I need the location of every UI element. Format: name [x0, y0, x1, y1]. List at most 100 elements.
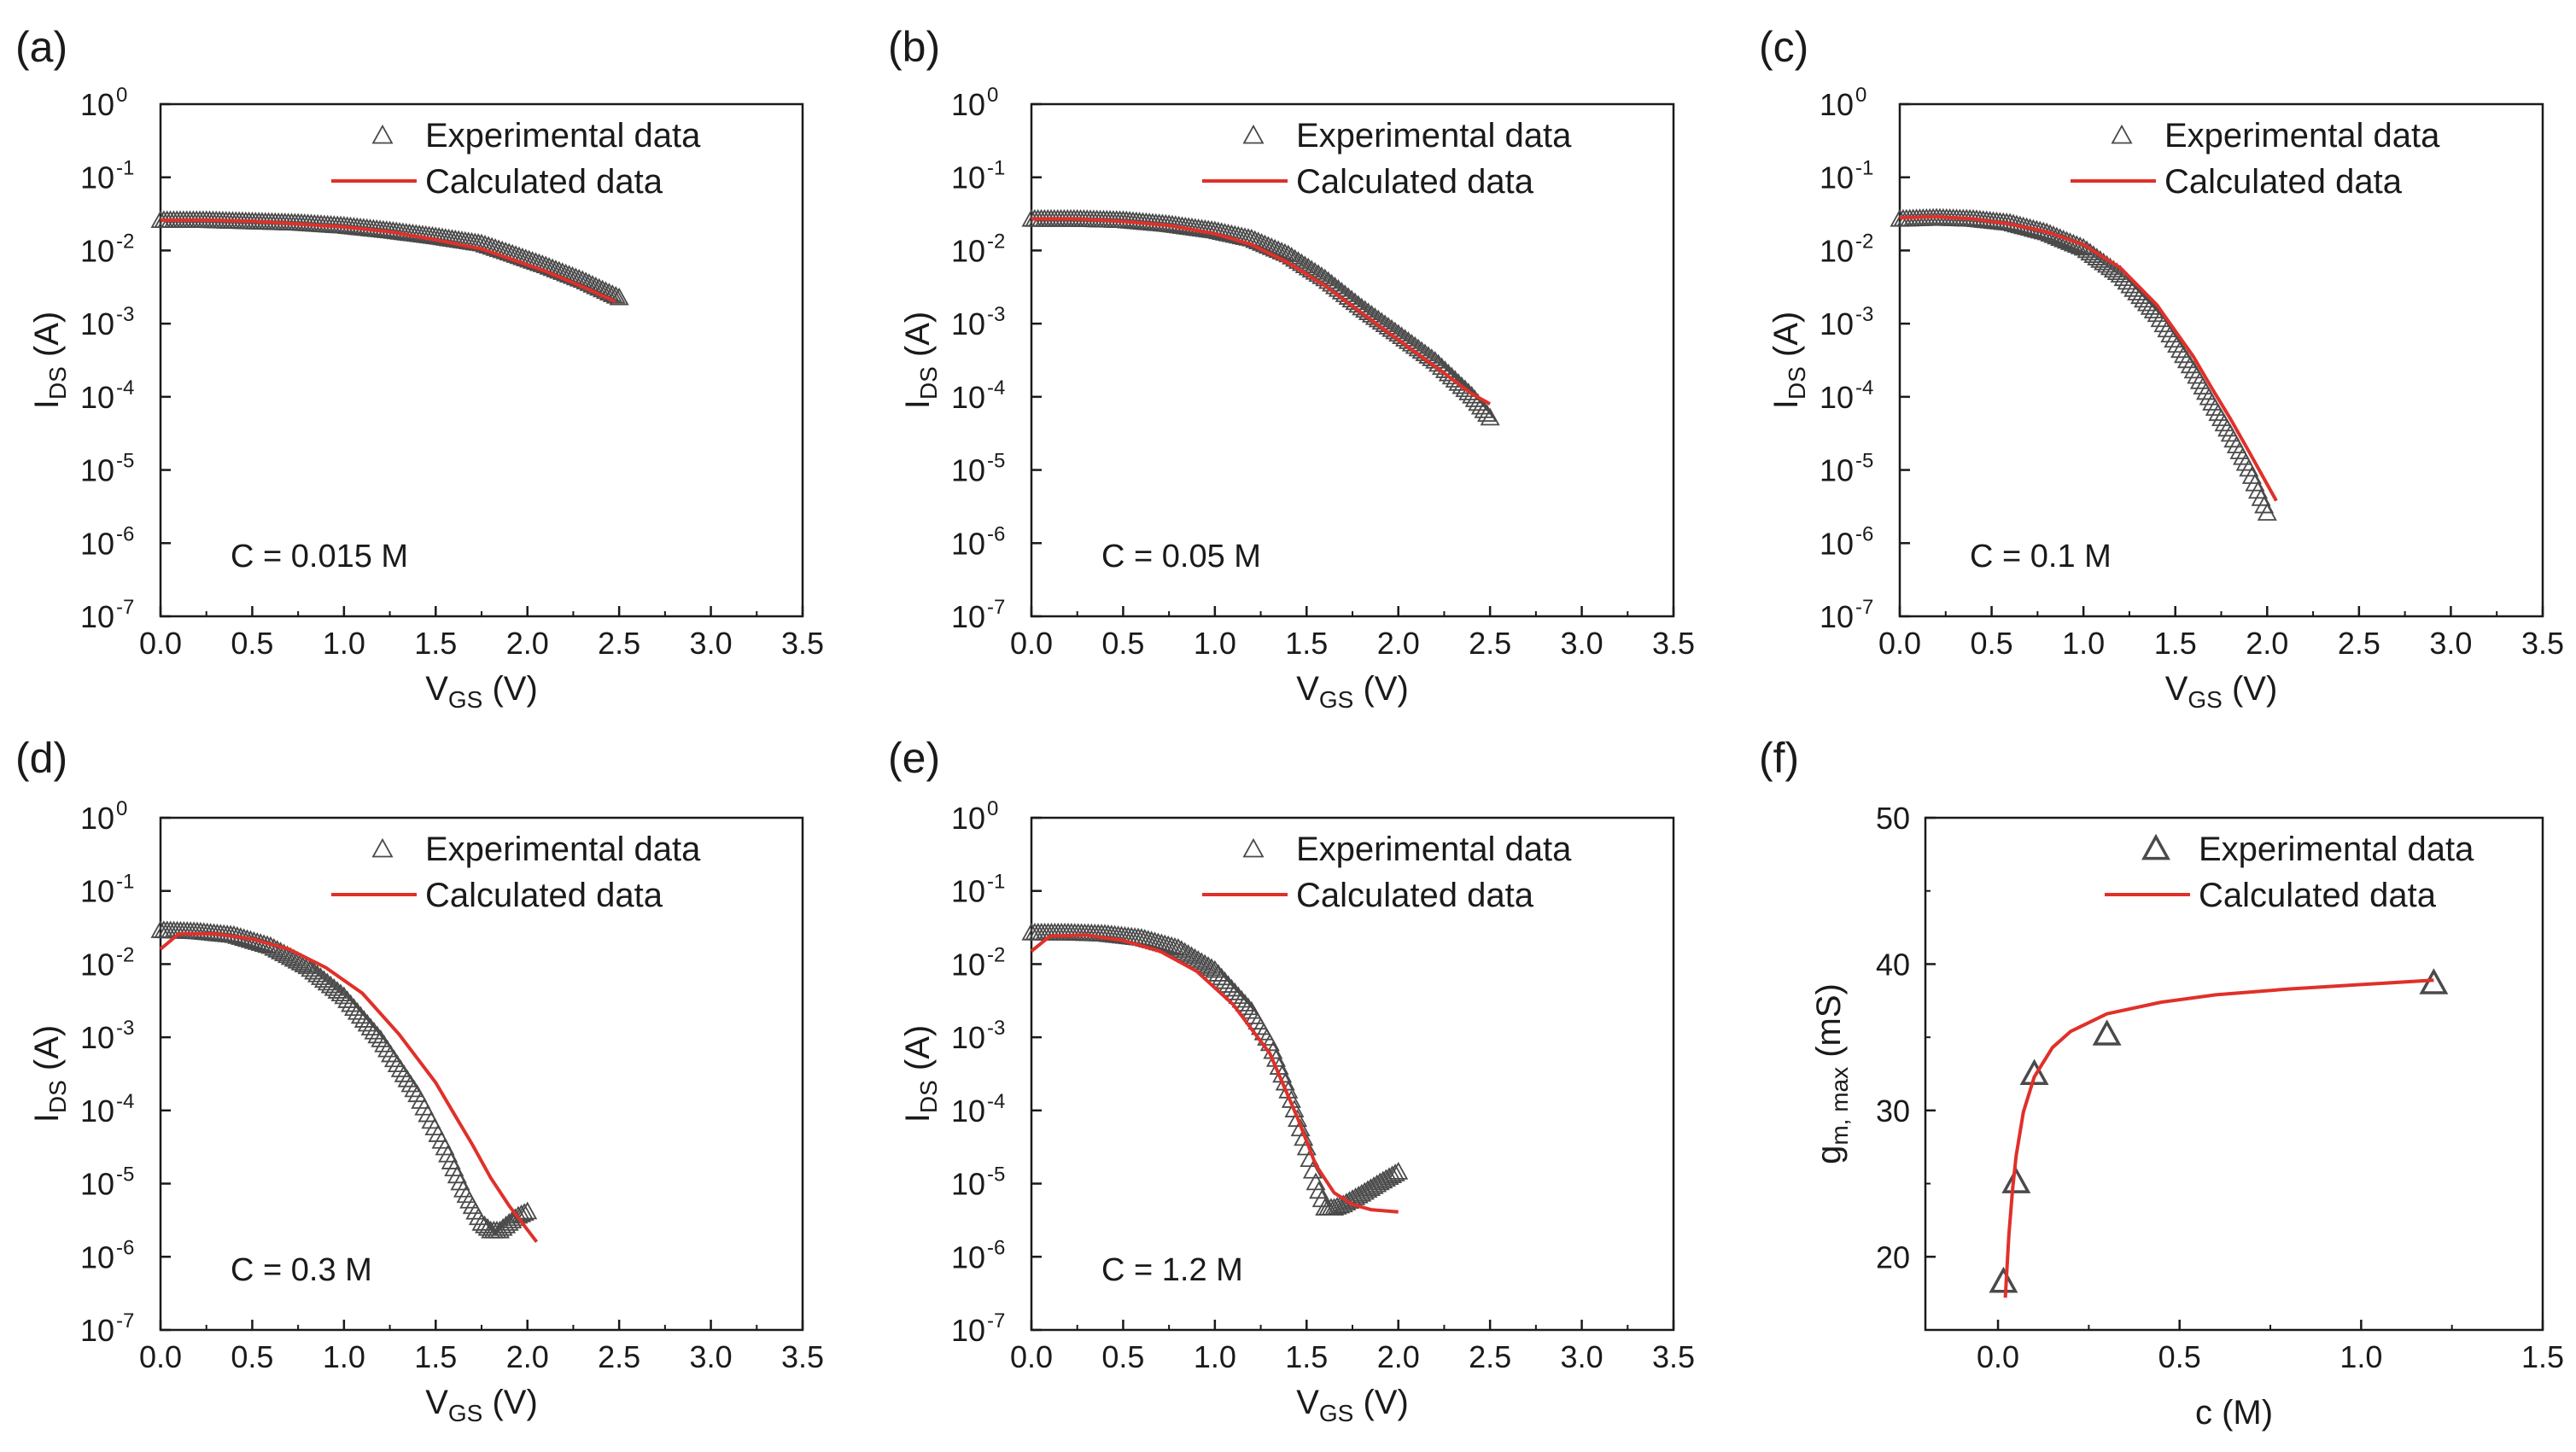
x-tick-label: 0.0: [1977, 1339, 2019, 1374]
y-tick-exponent: -6: [987, 1236, 1005, 1259]
x-axis-title-sub: GS: [1319, 686, 1353, 713]
y-axis-title-sub: DS: [915, 1080, 942, 1113]
y-tick-base: 10: [951, 1313, 985, 1348]
x-axis-title: VGS (V): [1296, 1384, 1409, 1426]
experimental-data-point: [605, 285, 626, 304]
panel-label: (f): [1759, 734, 1799, 782]
y-axis-title: IDS (A): [1767, 312, 1810, 409]
calculated-data-line: [1031, 217, 1492, 405]
experimental-data-point: [1205, 959, 1225, 978]
y-tick-exponent: -3: [987, 1017, 1005, 1040]
y-tick-base: 10: [951, 1020, 985, 1055]
x-axis-title-main: c: [2195, 1394, 2212, 1432]
experimental-data-point: [1231, 989, 1252, 1008]
x-tick-label: 1.0: [2339, 1339, 2382, 1374]
x-axis-title-sub: GS: [2188, 686, 2222, 713]
x-tick-label: 2.5: [598, 1339, 640, 1374]
y-tick-base: 10: [951, 306, 985, 341]
experimental-data-point: [465, 1201, 486, 1220]
experimental-data-point: [324, 977, 344, 996]
y-tick-exponent: -2: [116, 230, 134, 253]
y-tick-base: 10: [951, 453, 985, 488]
x-tick-label: 3.0: [690, 1339, 733, 1374]
y-tick-base: 10: [80, 1020, 114, 1055]
y-tick-label: 40: [1876, 947, 1910, 982]
y-axis-title: IDS (A): [28, 312, 71, 409]
y-tick-exponent: -7: [116, 596, 134, 619]
y-axis-title: IDS (A): [899, 312, 942, 409]
y-tick-base: 10: [951, 874, 985, 909]
legend-experimental-label: Experimental data: [425, 831, 701, 868]
y-tick-base: 10: [80, 947, 114, 982]
x-tick-label: 2.5: [1469, 626, 1511, 661]
panel-label: (e): [888, 734, 940, 782]
y-axis-title-main: g: [1810, 1146, 1848, 1164]
y-tick-exponent: -1: [987, 871, 1005, 894]
experimental-data-point: [2140, 296, 2160, 315]
x-axis-title-sub: GS: [448, 686, 482, 713]
y-tick-base: 10: [80, 874, 114, 909]
legend-calculated-label: Calculated data: [1296, 877, 1534, 914]
experimental-data-point: [1388, 1162, 1409, 1180]
experimental-data-point: [344, 998, 365, 1017]
x-axis-title-unit: (V): [1353, 1384, 1408, 1421]
y-axis-title-main: I: [28, 399, 66, 409]
y-tick-exponent: -5: [116, 450, 134, 473]
y-tick-exponent: -1: [116, 157, 134, 180]
legend-calculated-label: Calculated data: [425, 877, 663, 914]
experimental-data-point: [2001, 1167, 2031, 1193]
experimental-data-point: [1235, 994, 1255, 1012]
experimental-data-point: [1468, 393, 1488, 411]
experimental-data-point: [517, 1201, 538, 1220]
y-axis-title-sub: DS: [1784, 366, 1810, 399]
panel-label: (d): [15, 734, 67, 782]
experimental-data-point: [1989, 1266, 2018, 1293]
y-tick-base: 10: [1820, 380, 1854, 415]
y-axis-title-sub: m, max: [1826, 1067, 1853, 1146]
y-axis-title: IDS (A): [28, 1025, 71, 1123]
panel-label: (c): [1759, 23, 1808, 71]
y-axis-title-sub: DS: [44, 366, 71, 399]
x-tick-label: 3.0: [2429, 626, 2472, 661]
y-axis-title-sub: DS: [915, 366, 942, 399]
y-tick-base: 10: [1820, 453, 1854, 488]
legend-calculated-label: Calculated data: [2164, 163, 2403, 201]
calculated-data-line: [159, 931, 539, 1244]
y-tick-exponent: -5: [1855, 450, 1873, 473]
panel-label: (b): [888, 23, 940, 71]
y-axis-title-unit: (A): [1767, 312, 1805, 366]
y-tick-base: 10: [1820, 160, 1854, 195]
legend-experimental-marker: [2141, 833, 2170, 860]
experimental-data-point: [1201, 958, 1222, 977]
experimental-data-point: [301, 959, 321, 977]
experimental-data-point: [353, 1010, 374, 1028]
x-tick-label: 1.5: [1285, 1339, 1328, 1374]
experimental-data-point: [2134, 289, 2154, 308]
experimental-data-point: [1215, 971, 1235, 989]
y-tick-exponent: -2: [116, 943, 134, 966]
experimental-data-point: [327, 981, 348, 999]
y-tick-base: 10: [951, 380, 985, 415]
y-tick-exponent: -7: [987, 596, 1005, 619]
x-tick-label: 0.0: [139, 626, 182, 661]
x-axis-title: VGS (V): [1296, 670, 1409, 713]
y-tick-base: 10: [80, 1093, 114, 1128]
x-axis-title-main: V: [1296, 670, 1319, 708]
legend-calculated-label: Calculated data: [2199, 877, 2437, 914]
y-tick-exponent: -3: [116, 303, 134, 326]
x-axis-title-unit: (V): [482, 1384, 537, 1421]
x-tick-label: 2.0: [2246, 626, 2288, 661]
experimental-data-point: [1379, 1167, 1399, 1186]
experimental-data-point: [313, 970, 334, 988]
experimental-data-point: [1302, 1160, 1323, 1179]
x-axis-title-unit: (V): [2223, 670, 2277, 708]
y-tick-exponent: -4: [987, 376, 1005, 399]
calculated-data-line: [1899, 214, 2278, 502]
y-tick-exponent: -3: [116, 1017, 134, 1040]
panel-label: (a): [15, 23, 67, 71]
experimental-data-point: [360, 1018, 381, 1036]
experimental-data-point: [347, 1001, 368, 1020]
